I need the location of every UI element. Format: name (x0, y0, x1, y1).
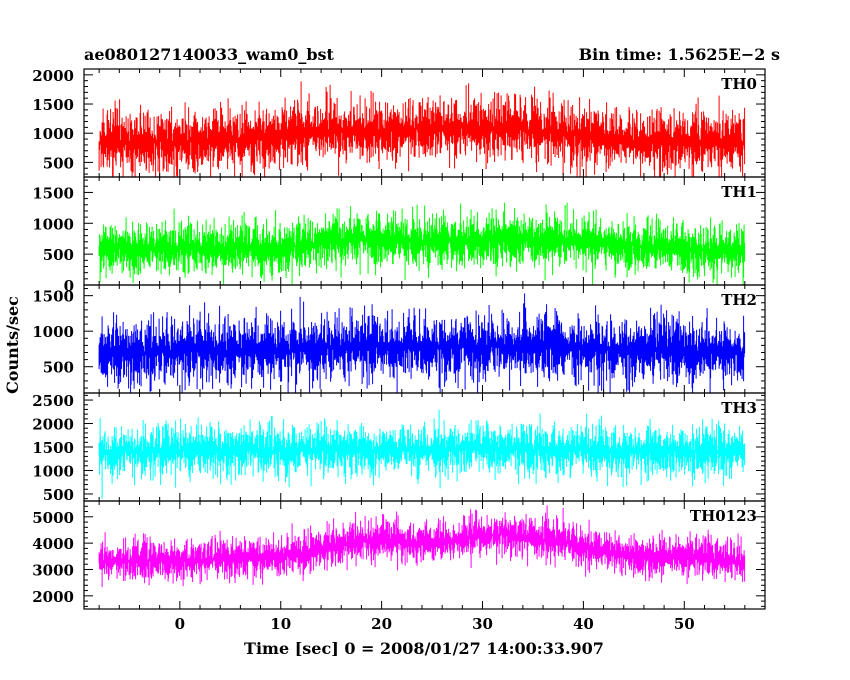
y-tick-label: 1000 (32, 462, 74, 480)
series-th3 (98, 409, 746, 499)
y-tick-label: 1500 (32, 288, 74, 306)
y-tick-label: 2500 (32, 392, 74, 410)
panel-th1: 0 500 1000 1500 TH1 (32, 176, 766, 295)
y-tick-label: 500 (43, 246, 74, 264)
panel-label: TH0 (721, 75, 757, 93)
y-tick-label: 1500 (32, 96, 74, 114)
panel-th0123: 2000 3000 4000 5000 TH0123 (32, 500, 766, 610)
bin-time-label: Bin time: 1.5625E−2 s (579, 45, 780, 64)
panel-th2: 500 1000 1500 TH2 (32, 284, 766, 394)
x-tick-label: 40 (573, 615, 594, 633)
y-tick-label: 1000 (32, 125, 74, 143)
x-tick-label: 30 (472, 615, 493, 633)
chart-title: ae080127140033_wam0_bst (84, 45, 335, 64)
y-tick-label: 5000 (32, 509, 74, 527)
y-tick-label: 1500 (32, 439, 74, 457)
panel-label: TH0123 (690, 507, 757, 525)
y-tick-label: 2000 (32, 588, 74, 606)
x-axis-label: Time [sec] 0 = 2008/01/27 14:00:33.907 (244, 639, 604, 658)
panel-label: TH2 (721, 291, 757, 309)
series-th0 (98, 81, 746, 177)
y-tick-label: 2000 (32, 416, 74, 434)
series-th1 (98, 202, 746, 285)
x-tick-label: 0 (175, 615, 185, 633)
x-tick-label: 20 (371, 615, 392, 633)
panel-th0: 500 1000 1500 2000 TH0 (32, 67, 766, 178)
y-tick-label: 500 (43, 154, 74, 172)
y-tick-label: 500 (43, 359, 74, 377)
y-tick-label: 1500 (32, 184, 74, 202)
series-th0123 (98, 505, 746, 587)
y-tick-label: 4000 (32, 535, 74, 553)
y-tick-label: 1000 (32, 323, 74, 341)
series-th2 (98, 293, 746, 393)
panel-label: TH3 (721, 399, 757, 417)
y-tick-label: 2000 (32, 67, 74, 85)
y-tick-label: 500 (43, 486, 74, 504)
panel-label: TH1 (721, 183, 757, 201)
x-tick-label: 50 (674, 615, 695, 633)
y-axis-label: Counts/sec (3, 296, 22, 394)
y-tick-label: 3000 (32, 561, 74, 579)
y-tick-label: 1000 (32, 215, 74, 233)
panel-frame (83, 500, 766, 610)
y-tick-label: 0 (64, 277, 74, 295)
panel-th3: 500 1000 1500 2000 2500 TH3 (32, 392, 766, 504)
x-tick-label: 10 (270, 615, 291, 633)
